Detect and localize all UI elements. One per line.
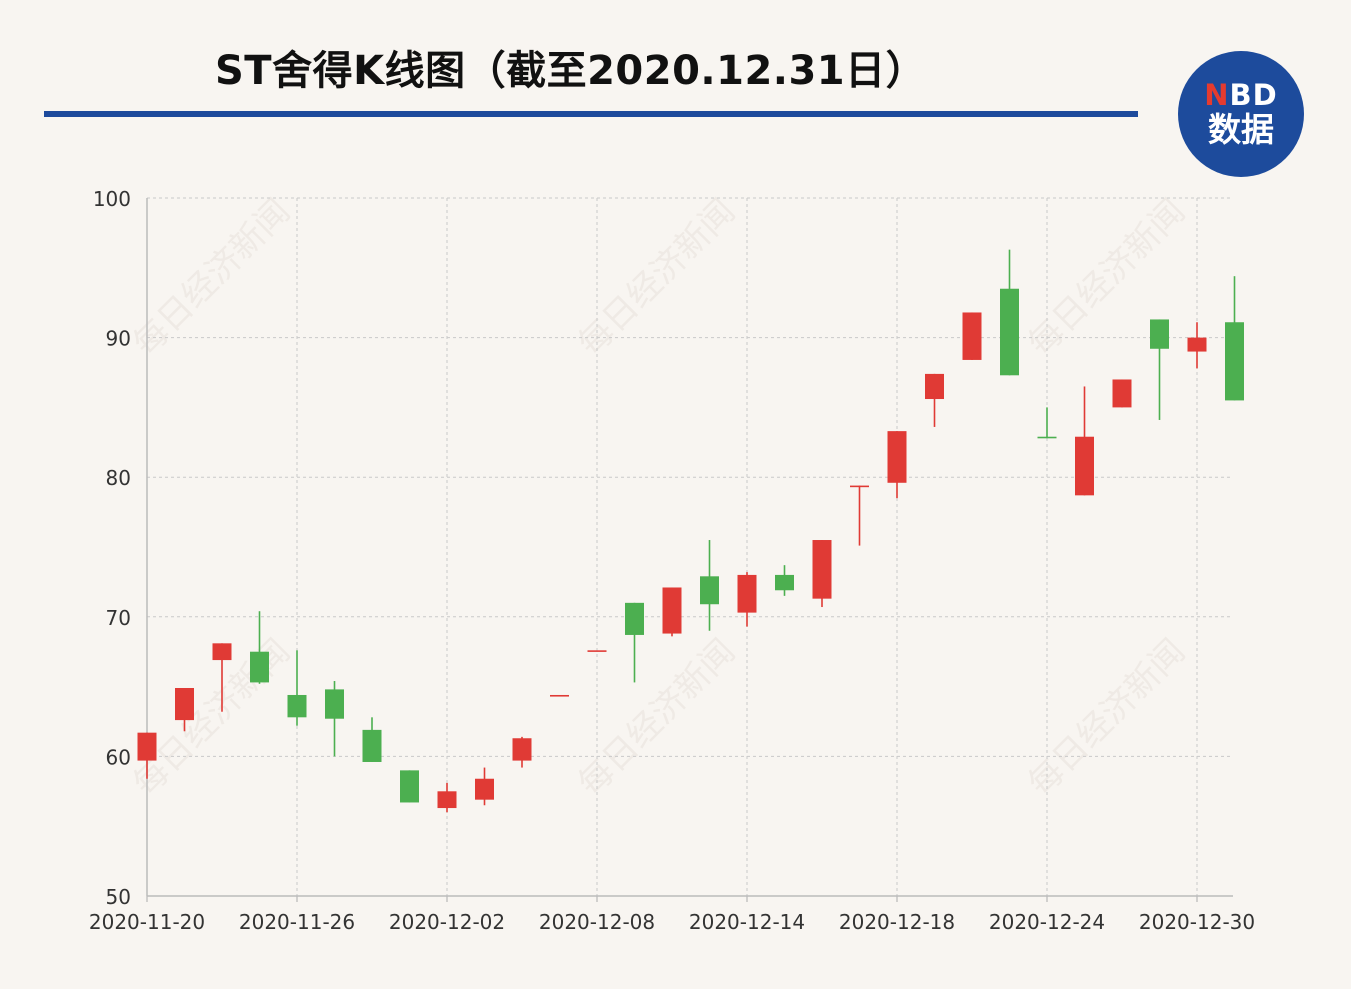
candle xyxy=(1187,322,1207,369)
x-tick-label: 2020-12-30 xyxy=(1139,910,1255,934)
x-tick-label: 2020-12-02 xyxy=(389,910,505,934)
candle-body xyxy=(550,694,569,697)
candle xyxy=(1112,379,1132,408)
candle xyxy=(1075,386,1094,496)
candle-body xyxy=(587,650,607,652)
candle-body xyxy=(325,689,344,719)
candle-body xyxy=(625,602,644,635)
logo-nbd-text: NBD xyxy=(1204,78,1278,112)
candle-body xyxy=(362,729,382,762)
y-tick-label: 70 xyxy=(106,606,131,630)
x-tick-label: 2020-11-26 xyxy=(239,910,355,934)
candle xyxy=(625,602,644,683)
candle xyxy=(775,565,794,596)
y-tick-label: 50 xyxy=(106,885,131,909)
grid-lines xyxy=(147,197,1233,896)
candle xyxy=(1225,276,1244,401)
candle xyxy=(175,687,194,732)
candle xyxy=(925,373,944,427)
candle xyxy=(437,782,457,813)
candle-body xyxy=(737,574,757,613)
nbd-logo: NBD 数据 xyxy=(1178,51,1304,177)
candle-body xyxy=(812,540,832,599)
candle-body xyxy=(287,694,307,718)
candle xyxy=(1000,249,1019,376)
candle-body xyxy=(1075,436,1094,496)
candles xyxy=(137,249,1244,813)
candle-body xyxy=(700,576,719,605)
candle xyxy=(812,540,832,608)
candle xyxy=(1037,407,1057,439)
candle-body xyxy=(1225,322,1244,401)
x-tick-label: 2020-12-14 xyxy=(689,910,805,934)
candle xyxy=(887,431,907,499)
y-tick-label: 100 xyxy=(93,187,131,211)
candle xyxy=(850,485,869,546)
candle-body xyxy=(512,738,532,761)
candle xyxy=(212,643,232,712)
candle-body xyxy=(250,651,269,683)
candle xyxy=(700,540,719,631)
candle xyxy=(400,770,419,803)
candle xyxy=(325,681,344,757)
y-tick-label: 60 xyxy=(106,745,131,769)
candle-body xyxy=(1037,436,1057,439)
title-underline xyxy=(44,111,1138,117)
candle-body xyxy=(662,587,682,634)
candle xyxy=(250,611,269,684)
axes xyxy=(146,198,1233,902)
candle-body xyxy=(1000,288,1019,376)
candle xyxy=(1150,319,1169,420)
candle xyxy=(662,587,682,637)
candle-body xyxy=(175,687,194,721)
x-tick-labels: 2020-11-20 2020-11-26 2020-12-02 2020-12-08… xyxy=(89,910,1255,934)
x-tick-label: 2020-11-20 xyxy=(89,910,205,934)
candle xyxy=(962,312,982,360)
candle xyxy=(287,650,307,726)
y-tick-label: 90 xyxy=(106,327,131,351)
x-tick-label: 2020-12-24 xyxy=(989,910,1105,934)
candle xyxy=(512,736,532,768)
chart-title: ST舍得K线图（截至2020.12.31日） xyxy=(215,48,927,94)
logo-data-text: 数据 xyxy=(1208,110,1274,149)
candle-body xyxy=(475,778,494,800)
candle-body xyxy=(1187,337,1207,352)
x-tick-label: 2020-12-08 xyxy=(539,910,655,934)
candle-body xyxy=(212,643,232,661)
candle-body xyxy=(925,373,944,400)
candle xyxy=(550,694,569,697)
candle xyxy=(137,732,157,779)
candle-body xyxy=(1150,319,1169,349)
x-tick-label: 2020-12-18 xyxy=(839,910,955,934)
y-tick-label: 80 xyxy=(106,466,131,490)
y-tick-labels: 50 60 70 80 90 100 xyxy=(93,187,131,909)
candle-body xyxy=(850,485,869,488)
candle-body xyxy=(887,431,907,483)
candle xyxy=(475,767,494,806)
candle-body xyxy=(962,312,982,360)
candle-body xyxy=(1112,379,1132,408)
candle-body xyxy=(400,770,419,803)
candle xyxy=(587,650,607,652)
candle-body xyxy=(437,791,457,809)
candle-body xyxy=(137,732,157,761)
candle xyxy=(362,717,382,762)
candle-body xyxy=(775,574,794,591)
candle xyxy=(737,572,757,627)
